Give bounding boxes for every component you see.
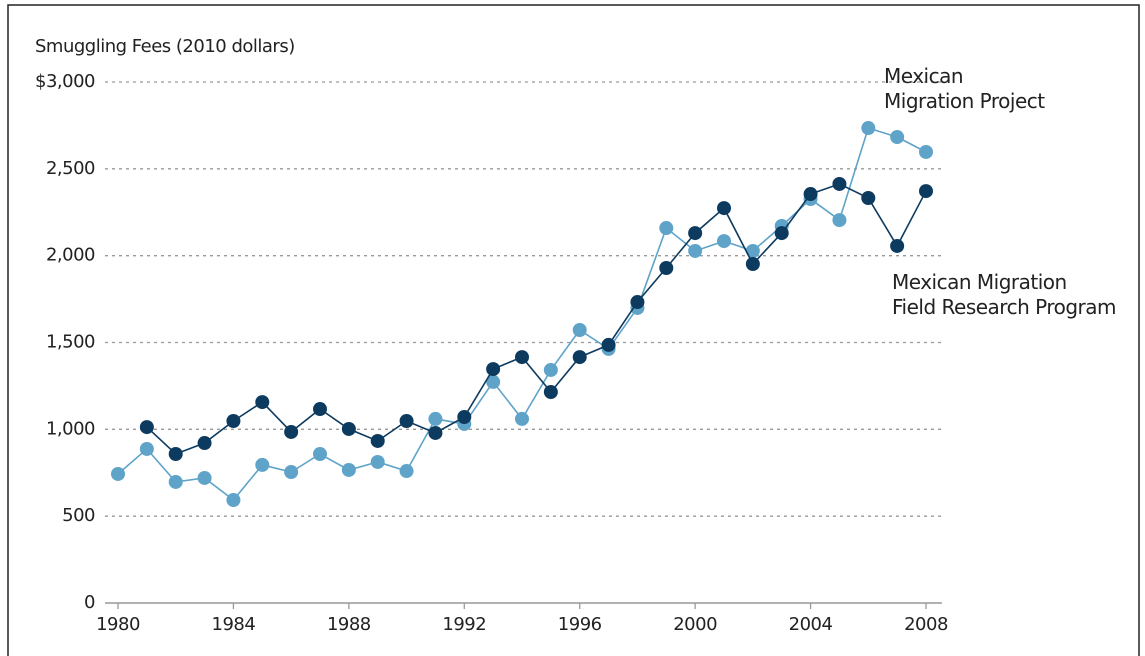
data-point [861,191,876,206]
x-tick-label: 2004 [789,614,833,635]
data-point [688,226,703,241]
data-point [486,362,501,377]
data-point [861,121,876,136]
data-point [139,441,154,456]
y-tick-label: $3,000 [35,71,95,92]
data-point [399,464,414,479]
data-point [745,243,760,258]
data-point [168,474,183,489]
data-point [659,221,674,236]
series-label: Mexican Migration Project [884,64,1045,113]
data-point [313,402,327,417]
data-point [370,433,385,448]
frame [7,4,1140,656]
y-tick-label: 1,000 [46,418,95,439]
data-point [543,362,558,377]
data-point [832,176,847,191]
data-point [572,350,587,365]
data-point [745,257,760,272]
data-point [890,238,905,253]
data-point [226,493,241,508]
data-point [313,446,327,461]
data-point [803,187,818,202]
data-point [139,420,154,435]
data-point [428,411,443,426]
data-point [428,425,443,440]
data-point [255,457,270,472]
y-tick-label: 1,500 [46,332,95,353]
data-point [284,424,299,439]
y-tick-label: 0 [84,592,95,613]
series-label-line: Field Research Program [892,295,1116,319]
data-point [688,243,703,258]
x-tick-label: 1992 [442,614,486,635]
data-point [630,295,645,310]
data-point [486,374,501,389]
data-point [543,384,558,399]
series-label-line: Migration Project [884,89,1045,113]
data-point [832,213,847,228]
series-label-line: Mexican Migration [892,270,1067,294]
y-axis-title: Smuggling Fees (2010 dollars) [35,36,295,57]
data-point [370,454,385,469]
y-tick-label: 2,000 [46,245,95,266]
data-point [890,130,905,145]
series-line [117,127,927,502]
data-point [717,201,731,216]
series-label-line: Mexican [884,64,963,88]
x-tick-label: 1988 [327,614,371,635]
data-point [572,322,587,337]
data-point [774,226,789,241]
data-point [399,413,414,428]
x-tick-label: 1980 [96,614,140,635]
x-tick-label: 1984 [212,614,256,635]
data-point [197,436,212,451]
data-point [515,350,529,365]
data-point [457,410,472,425]
data-point [168,446,183,461]
x-tick-label: 1996 [558,614,602,635]
series-label: Mexican Migration Field Research Program [892,270,1116,319]
x-tick-label: 2008 [904,614,948,635]
data-point [919,144,933,159]
data-point [226,413,241,428]
data-point [197,470,212,485]
series-line [146,183,927,455]
data-point [919,184,933,199]
data-point [111,466,125,481]
data-point [255,395,270,410]
data-point [717,234,731,249]
data-point [659,260,674,275]
y-tick-label: 500 [62,505,95,526]
data-point [601,337,616,352]
x-tick-label: 2000 [673,614,717,635]
data-point [284,465,299,480]
data-point [515,411,529,426]
data-point [341,462,356,477]
y-tick-label: 2,500 [46,158,95,179]
data-point [341,421,356,436]
